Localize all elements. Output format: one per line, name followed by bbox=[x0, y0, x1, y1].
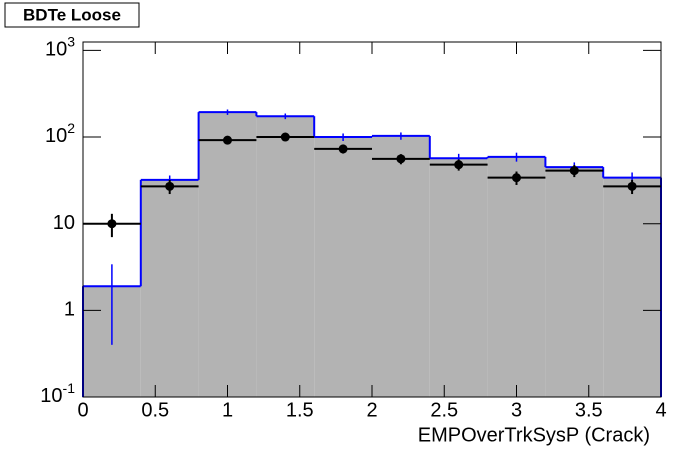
x-tick-label: 1 bbox=[222, 399, 233, 421]
data-point bbox=[454, 160, 464, 170]
hist-bar bbox=[487, 156, 546, 397]
data-point bbox=[627, 181, 637, 191]
data-point bbox=[569, 166, 579, 176]
x-tick-label: 0 bbox=[77, 399, 88, 421]
tick-base: 10 bbox=[45, 39, 67, 61]
x-tick-label: 2.5 bbox=[430, 399, 458, 421]
x-tick-label: 1.5 bbox=[286, 399, 314, 421]
hist-bar bbox=[545, 167, 604, 397]
x-tick-label: 4 bbox=[655, 399, 666, 421]
hist-bar bbox=[140, 179, 199, 397]
tick-base: 10 bbox=[45, 125, 67, 147]
x-tick-label: 3 bbox=[511, 399, 522, 421]
x-axis-label: EMPOverTrkSysP (Crack) bbox=[418, 424, 650, 446]
y-tick-label: 1 bbox=[64, 299, 75, 321]
y-tick-label: 102 bbox=[45, 120, 75, 148]
data-point bbox=[396, 154, 406, 164]
marks bbox=[82, 109, 662, 398]
hist-bar bbox=[429, 158, 488, 397]
data-point bbox=[223, 135, 232, 145]
tick-exponent: 3 bbox=[67, 33, 75, 49]
data-point bbox=[338, 144, 348, 154]
title-box bbox=[4, 2, 140, 28]
hist-bar bbox=[372, 135, 430, 397]
y-tick-label: 103 bbox=[45, 33, 75, 61]
hist-bar bbox=[603, 177, 661, 397]
x-tick-label: 3.5 bbox=[575, 399, 603, 421]
tick-base: 10 bbox=[40, 385, 62, 407]
hist-bar bbox=[198, 112, 257, 397]
data-point bbox=[107, 219, 117, 229]
hist-bar bbox=[256, 116, 315, 398]
chart-title: BDTe Loose bbox=[23, 5, 121, 24]
hist-bar bbox=[314, 137, 372, 398]
tick-exponent: 2 bbox=[67, 120, 75, 136]
x-tick-label: 0.5 bbox=[141, 399, 169, 421]
y-tick-label: 10 bbox=[53, 212, 75, 234]
x-tick-label: 2 bbox=[366, 399, 377, 421]
data-point bbox=[165, 181, 175, 191]
data-point bbox=[512, 173, 521, 183]
y-tick-label: 10-1 bbox=[40, 380, 75, 408]
data-point bbox=[280, 132, 290, 142]
tick-exponent: -1 bbox=[63, 380, 76, 396]
